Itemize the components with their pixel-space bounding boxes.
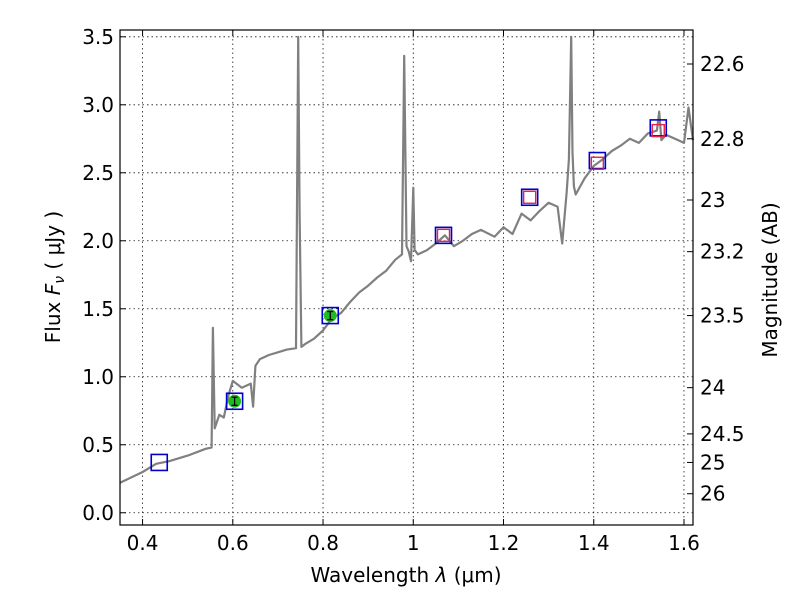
x-tick-label: 0.4 — [127, 531, 159, 555]
y2-tick-label: 22.8 — [700, 127, 745, 151]
y-tick-label: 0.0 — [82, 501, 114, 525]
y-tick-label: 0.5 — [82, 433, 114, 457]
y-tick-label: 2.5 — [82, 161, 114, 185]
y2-tick-label: 26 — [700, 482, 725, 506]
red-square-marker — [522, 190, 537, 204]
x-tick-label: 1.4 — [578, 531, 610, 555]
blue-square-marker — [588, 151, 607, 170]
y2-tick-label: 23.5 — [700, 304, 745, 328]
spectrum-line — [119, 35, 695, 484]
blue-square-marker — [649, 119, 668, 137]
points-layer — [150, 119, 668, 472]
red-square-marker — [590, 156, 605, 170]
red-square-marker — [651, 123, 665, 138]
ticks-layer: 0.4 0.6 0.8 1 1.2 1.4 1.6 0.0 0.5 1.0 1.5 2.0 2.5 3.0… — [82, 25, 744, 555]
blue-square-marker — [434, 226, 453, 245]
y2-tick-label: 23.2 — [700, 240, 745, 264]
y-tick-label: 1.5 — [82, 297, 114, 321]
blue-square-marker — [225, 392, 244, 411]
y2-axis-label: Magnitude (AB) — [758, 202, 782, 357]
x-tick-label: 0.8 — [307, 531, 339, 555]
y2-tick-label: 24.5 — [700, 422, 745, 446]
x-tick-label: 0.6 — [217, 531, 249, 555]
blue-square-marker — [321, 306, 340, 325]
x-tick-label: 1.2 — [488, 531, 520, 555]
y-tick-label: 2.0 — [82, 229, 114, 253]
x-axis-label: Wavelength λ (μm) — [310, 563, 501, 587]
blue-square-marker — [520, 188, 539, 207]
x-tick-label: 1.6 — [668, 531, 700, 555]
plot-frame — [119, 29, 694, 526]
red-square-marker — [436, 228, 451, 243]
y2-tick-label: 23 — [700, 188, 725, 212]
y-tick-label: 3.5 — [82, 25, 114, 49]
y-tick-label: 1.0 — [82, 365, 114, 389]
y-axis-label: Flux Fν ( μJy ) — [41, 211, 68, 343]
y-tick-label: 3.0 — [82, 93, 114, 117]
x-tick-label: 1 — [407, 531, 420, 555]
spectrum-layer — [119, 35, 695, 484]
y2-tick-label: 25 — [700, 450, 725, 474]
y2-tick-label: 22.6 — [700, 52, 745, 76]
grid-layer — [120, 30, 693, 525]
blue-square-marker — [150, 453, 169, 472]
y2-tick-label: 24 — [700, 376, 725, 400]
